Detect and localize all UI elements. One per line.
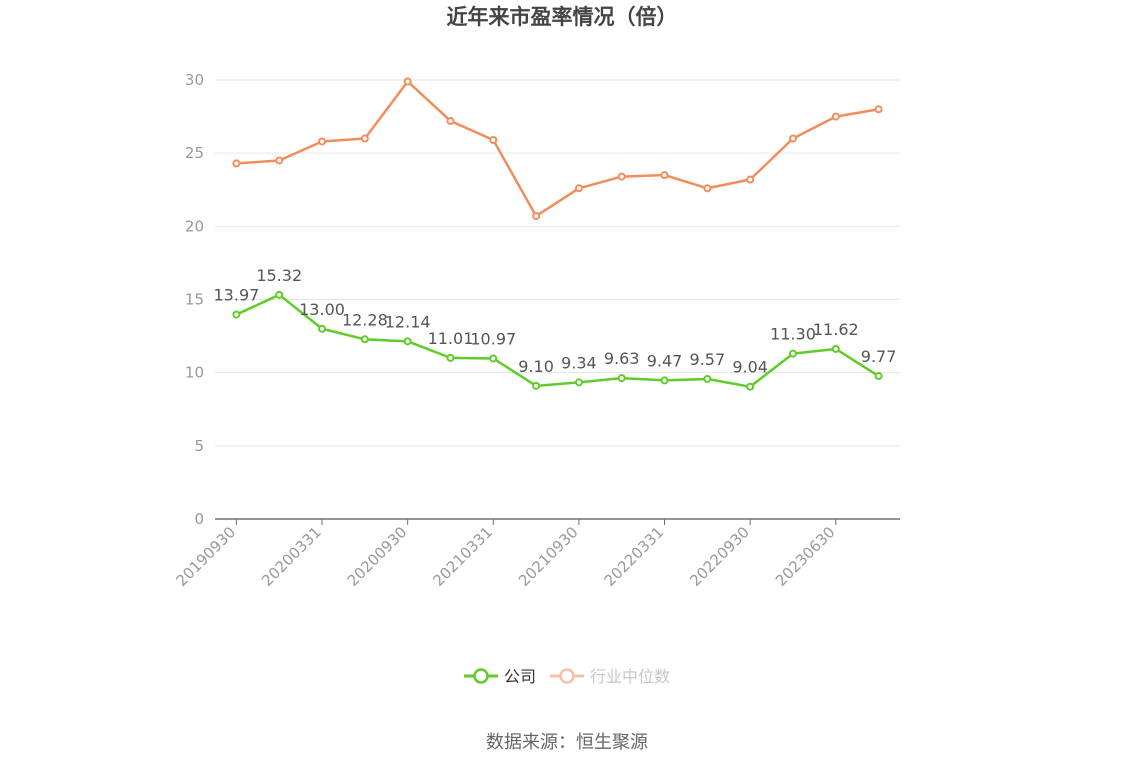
x-axis: 20190930 20200331 20200930 20210331 20210930… [173, 518, 900, 590]
data-point-1[interactable] [318, 137, 327, 146]
data-point-1[interactable] [660, 171, 669, 180]
data-label: 9.47 [647, 351, 683, 370]
data-label: 9.77 [861, 347, 897, 366]
data-point-1[interactable] [403, 77, 412, 86]
data-point-0[interactable] [532, 381, 541, 390]
data-label: 9.63 [604, 349, 640, 368]
data-point-0[interactable] [446, 353, 455, 362]
y-tick-label: 25 [185, 144, 204, 162]
legend-swatch-marker [473, 668, 489, 684]
x-tick-label: 20200930 [344, 523, 411, 590]
y-tick-label: 0 [194, 510, 204, 528]
legend-item-1[interactable]: 行业中位数 [550, 667, 670, 686]
data-point-1[interactable] [746, 175, 755, 184]
data-point-1[interactable] [232, 159, 241, 168]
series-line-0 [235, 293, 880, 388]
data-point-0[interactable] [788, 349, 797, 358]
x-tick-label: 20210930 [515, 523, 582, 590]
y-tick-label: 10 [185, 364, 204, 382]
y-tick-label: 30 [185, 71, 204, 89]
data-label: 11.62 [813, 320, 859, 339]
legend[interactable]: 公司 行业中位数 [464, 667, 670, 686]
x-tick-label: 20200331 [258, 523, 325, 590]
data-label: 9.04 [732, 358, 768, 377]
data-label: 9.10 [518, 357, 554, 376]
data-point-0[interactable] [232, 310, 241, 319]
data-point-1[interactable] [489, 135, 498, 144]
data-point-0[interactable] [874, 372, 883, 381]
data-point-0[interactable] [746, 382, 755, 391]
data-point-1[interactable] [831, 112, 840, 121]
data-point-0[interactable] [403, 337, 412, 346]
legend-label: 行业中位数 [590, 667, 670, 686]
data-source-note: 数据来源：恒生聚源 [486, 732, 648, 753]
data-point-0[interactable] [660, 376, 669, 385]
data-point-0[interactable] [489, 354, 498, 363]
series-line-1 [236, 80, 879, 218]
data-point-0[interactable] [318, 324, 327, 333]
data-point-0[interactable] [360, 335, 369, 344]
x-tick-label: 20210331 [429, 523, 496, 590]
data-point-1[interactable] [360, 134, 369, 143]
x-tick-label: 20190930 [173, 523, 240, 590]
data-point-1[interactable] [874, 105, 883, 114]
data-label: 11.01 [428, 329, 474, 348]
x-tick-label: 20220331 [601, 523, 668, 590]
data-point-0[interactable] [703, 374, 712, 383]
chart-title: 近年来市盈率情况（倍） [447, 5, 678, 29]
data-label: 11.30 [770, 325, 816, 344]
data-label: 12.14 [385, 312, 431, 331]
data-point-1[interactable] [446, 116, 455, 125]
data-label: 9.34 [561, 353, 597, 372]
y-tick-label: 5 [194, 437, 204, 455]
data-point-1[interactable] [788, 134, 797, 143]
data-point-0[interactable] [617, 374, 626, 383]
gridlines [215, 79, 900, 447]
legend-item-0[interactable]: 公司 [464, 667, 536, 686]
y-tick-label: 20 [185, 217, 204, 235]
legend-swatch-marker [559, 668, 575, 684]
x-tick-label: 20220930 [686, 523, 753, 590]
data-point-0[interactable] [574, 378, 583, 387]
legend-label: 公司 [504, 667, 536, 686]
data-point-1[interactable] [703, 184, 712, 193]
data-label: 9.57 [690, 350, 726, 369]
y-tick-label: 15 [185, 291, 204, 309]
series-lines [232, 77, 883, 391]
data-point-1[interactable] [532, 212, 541, 221]
data-point-1[interactable] [617, 172, 626, 181]
data-label: 12.28 [342, 310, 388, 329]
data-point-1[interactable] [574, 184, 583, 193]
data-label: 13.97 [214, 286, 260, 305]
data-point-1[interactable] [275, 156, 284, 165]
y-axis-ticks: 0 5 10 15 20 25 30 [185, 71, 204, 528]
data-label: 10.97 [470, 329, 516, 348]
data-point-0[interactable] [831, 344, 840, 353]
x-tick-label: 20230630 [772, 523, 839, 590]
data-point-0[interactable] [275, 290, 284, 299]
data-label: 13.00 [299, 300, 345, 319]
data-label: 15.32 [256, 266, 302, 285]
